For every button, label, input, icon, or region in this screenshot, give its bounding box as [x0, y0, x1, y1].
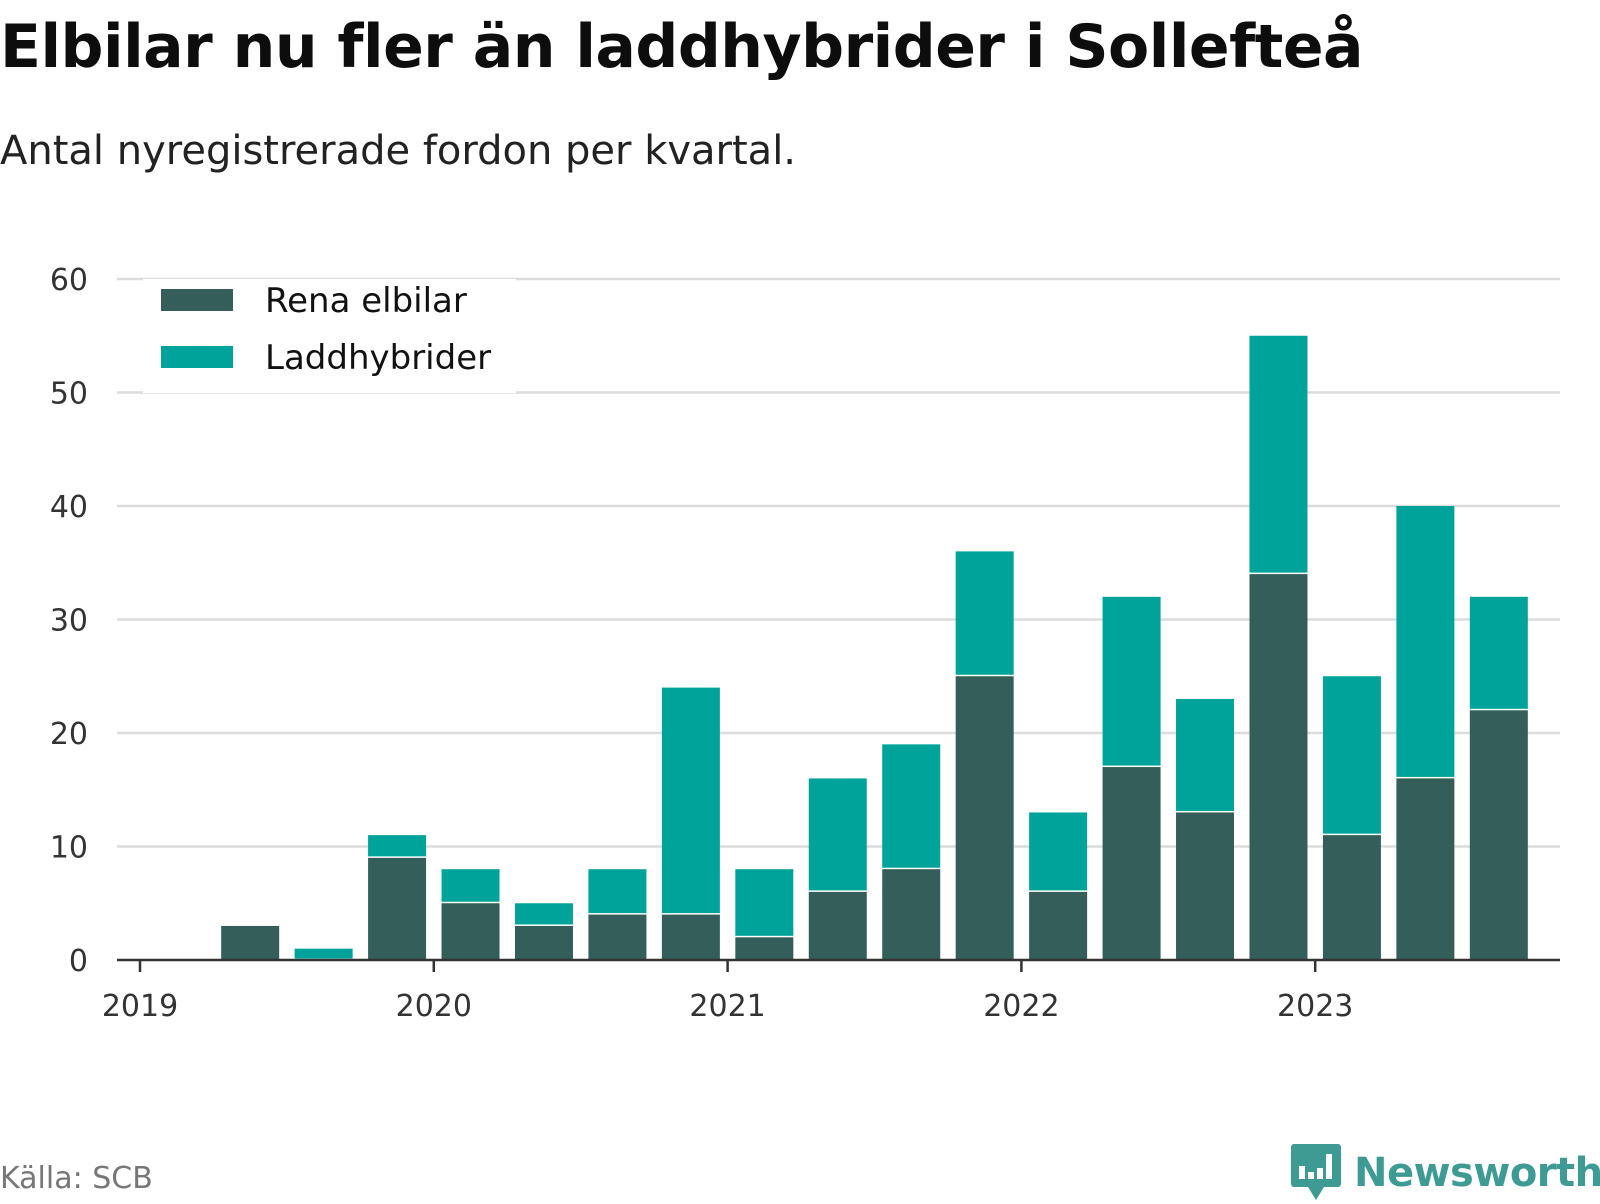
bar-rena-elbilar-2022-q2 — [1102, 767, 1161, 960]
chart-subtitle: Antal nyregistrerade fordon per kvartal. — [0, 128, 797, 174]
y-tick-label-60: 60 — [50, 263, 88, 298]
bar-rena-elbilar-2023-q1 — [1322, 835, 1381, 960]
bar-rena-elbilar-2022-q1 — [1029, 891, 1088, 960]
legend-swatch-rena-elbilar — [161, 289, 233, 311]
bar-rena-elbilar-2019-q2 — [221, 925, 280, 960]
axes: 2019 2020 2021 2022 2023 — [102, 958, 1560, 1024]
bar-rena-elbilar-2022-q4 — [1249, 574, 1308, 960]
bar-laddhybrider-2020-q1 — [441, 869, 500, 902]
newsworthy-icon — [1291, 1144, 1341, 1200]
y-tick-label-0: 0 — [69, 944, 88, 979]
bar-laddhybrider-2020-q3 — [588, 869, 647, 914]
bar-rena-elbilar-2020-q4 — [661, 914, 720, 960]
y-tick-label-30: 30 — [50, 604, 88, 639]
x-tick-label-2022: 2022 — [983, 989, 1059, 1024]
bar-rena-elbilar-2023-q2 — [1396, 778, 1455, 960]
x-tick-label-2021: 2021 — [689, 989, 765, 1024]
bar-laddhybrider-2023-q1 — [1322, 676, 1381, 834]
bar-rena-elbilar-2020-q1 — [441, 903, 500, 960]
bar-laddhybrider-2022-q3 — [1176, 698, 1235, 811]
bars — [221, 335, 1528, 960]
brand-name: Newsworthy — [1354, 1150, 1600, 1196]
y-tick-label-20: 20 — [50, 717, 88, 752]
bar-rena-elbilar-2020-q3 — [588, 914, 647, 960]
gridlines: 0 10 20 30 40 50 60 — [50, 263, 1560, 979]
legend-swatch-laddhybrider — [161, 346, 233, 368]
brand-logo[interactable]: Newsworthy — [1290, 1142, 1600, 1204]
y-tick-label-10: 10 — [50, 831, 88, 866]
bar-rena-elbilar-2023-q3 — [1469, 710, 1528, 960]
bar-laddhybrider-2023-q2 — [1396, 506, 1455, 777]
y-tick-label-40: 40 — [50, 490, 88, 525]
bar-rena-elbilar-2021-q2 — [808, 891, 867, 960]
bar-laddhybrider-2022-q4 — [1249, 335, 1308, 573]
bar-rena-elbilar-2021-q3 — [882, 869, 941, 960]
bar-laddhybrider-2021-q3 — [882, 744, 941, 868]
bar-laddhybrider-2019-q3 — [294, 948, 353, 959]
chart-title: Elbilar nu fler än laddhybrider i Sollef… — [0, 12, 1364, 82]
legend-label-rena-elbilar: Rena elbilar — [265, 281, 467, 321]
bar-rena-elbilar-2021-q4 — [955, 676, 1014, 960]
bar-laddhybrider-2021-q2 — [808, 778, 867, 891]
bar-laddhybrider-2023-q3 — [1469, 596, 1528, 709]
bar-laddhybrider-2020-q4 — [661, 687, 720, 914]
y-tick-label-50: 50 — [50, 377, 88, 412]
bar-laddhybrider-2022-q1 — [1029, 812, 1088, 891]
x-tick-label-2023: 2023 — [1277, 989, 1353, 1024]
legend-label-laddhybrider: Laddhybrider — [265, 338, 491, 378]
bar-laddhybrider-2022-q2 — [1102, 596, 1161, 766]
bar-rena-elbilar-2022-q3 — [1176, 812, 1235, 960]
bar-laddhybrider-2021-q1 — [735, 869, 794, 936]
legend: Rena elbilar Laddhybrider — [143, 279, 516, 393]
bar-rena-elbilar-2020-q2 — [514, 925, 573, 960]
bar-laddhybrider-2019-q4 — [368, 835, 427, 857]
x-tick-label-2020: 2020 — [396, 989, 472, 1024]
source-note: Källa: SCB — [0, 1161, 153, 1196]
bar-laddhybrider-2020-q2 — [514, 903, 573, 925]
bar-rena-elbilar-2019-q4 — [368, 857, 427, 960]
x-tick-label-2019: 2019 — [102, 989, 178, 1024]
bar-rena-elbilar-2021-q1 — [735, 937, 794, 960]
bar-laddhybrider-2021-q4 — [955, 551, 1014, 675]
